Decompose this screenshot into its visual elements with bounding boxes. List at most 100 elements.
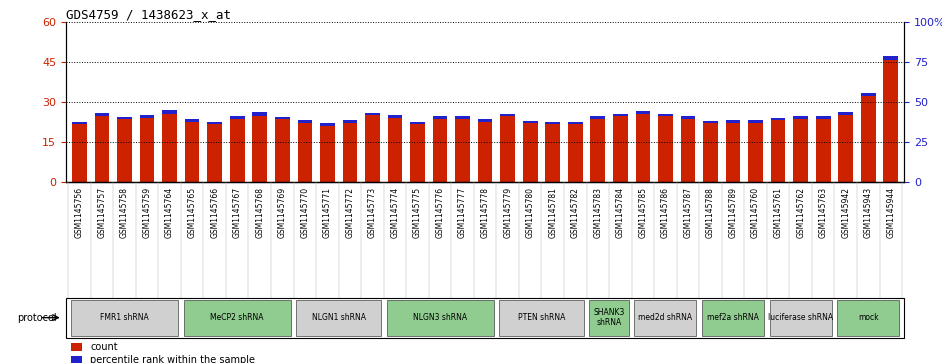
Bar bbox=[725, 123, 740, 182]
Bar bbox=[793, 119, 808, 182]
Bar bbox=[681, 116, 695, 119]
Bar bbox=[298, 123, 312, 182]
Bar bbox=[139, 118, 154, 182]
Bar bbox=[252, 112, 268, 116]
Bar bbox=[748, 123, 763, 182]
Text: GSM1145761: GSM1145761 bbox=[773, 187, 783, 238]
Bar bbox=[703, 121, 718, 123]
Bar bbox=[185, 119, 200, 122]
Text: med2d shRNA: med2d shRNA bbox=[639, 313, 692, 322]
FancyBboxPatch shape bbox=[770, 300, 832, 335]
Bar bbox=[298, 120, 312, 123]
Bar bbox=[207, 122, 222, 124]
Bar bbox=[320, 123, 334, 126]
Bar bbox=[658, 114, 673, 116]
Text: GSM1145759: GSM1145759 bbox=[142, 187, 152, 238]
Text: GSM1145772: GSM1145772 bbox=[346, 187, 354, 238]
Bar bbox=[275, 117, 289, 119]
Bar bbox=[185, 122, 200, 182]
Text: GSM1145788: GSM1145788 bbox=[706, 187, 715, 238]
Text: GSM1145784: GSM1145784 bbox=[616, 187, 625, 238]
FancyBboxPatch shape bbox=[635, 300, 696, 335]
Bar bbox=[861, 96, 875, 182]
Bar bbox=[73, 122, 87, 124]
Text: GSM1145756: GSM1145756 bbox=[75, 187, 84, 238]
Bar bbox=[884, 56, 898, 60]
Bar bbox=[410, 124, 425, 182]
Bar bbox=[613, 116, 627, 182]
Text: luciferase shRNA: luciferase shRNA bbox=[768, 313, 834, 322]
Bar bbox=[230, 116, 245, 119]
Text: SHANK3
shRNA: SHANK3 shRNA bbox=[593, 308, 625, 327]
Bar bbox=[207, 124, 222, 182]
Text: GSM1145776: GSM1145776 bbox=[435, 187, 445, 238]
Text: GSM1145764: GSM1145764 bbox=[165, 187, 174, 238]
Text: FMR1 shRNA: FMR1 shRNA bbox=[100, 313, 149, 322]
Text: GSM1145768: GSM1145768 bbox=[255, 187, 265, 238]
FancyBboxPatch shape bbox=[297, 300, 381, 335]
Text: GSM1145763: GSM1145763 bbox=[819, 187, 828, 238]
FancyBboxPatch shape bbox=[386, 300, 494, 335]
Bar bbox=[162, 110, 177, 114]
Text: GSM1145762: GSM1145762 bbox=[796, 187, 805, 238]
FancyBboxPatch shape bbox=[702, 300, 764, 335]
Bar bbox=[771, 118, 786, 120]
Legend: count, percentile rank within the sample: count, percentile rank within the sample bbox=[71, 342, 255, 363]
Text: mef2a shRNA: mef2a shRNA bbox=[707, 313, 759, 322]
Text: GSM1145769: GSM1145769 bbox=[278, 187, 286, 238]
Bar bbox=[838, 115, 853, 182]
Bar bbox=[500, 114, 515, 116]
Text: GDS4759 / 1438623_x_at: GDS4759 / 1438623_x_at bbox=[66, 8, 231, 21]
Bar bbox=[861, 93, 875, 96]
Bar bbox=[636, 114, 650, 182]
Text: GSM1145771: GSM1145771 bbox=[323, 187, 332, 238]
Text: GSM1145770: GSM1145770 bbox=[300, 187, 309, 238]
Text: mock: mock bbox=[858, 313, 879, 322]
Text: GSM1145774: GSM1145774 bbox=[391, 187, 399, 238]
Text: protocol: protocol bbox=[17, 313, 57, 323]
Bar bbox=[523, 123, 538, 182]
Bar bbox=[500, 116, 515, 182]
Bar bbox=[388, 118, 402, 182]
Text: GSM1145785: GSM1145785 bbox=[639, 187, 647, 238]
Bar bbox=[432, 119, 447, 182]
Text: GSM1145943: GSM1145943 bbox=[864, 187, 872, 238]
Bar bbox=[591, 116, 605, 119]
Bar bbox=[793, 116, 808, 119]
Bar bbox=[545, 122, 560, 124]
Text: GSM1145760: GSM1145760 bbox=[751, 187, 760, 238]
Bar bbox=[591, 119, 605, 182]
Bar bbox=[455, 119, 470, 182]
Text: GSM1145787: GSM1145787 bbox=[684, 187, 692, 238]
Bar bbox=[613, 114, 627, 116]
Bar bbox=[230, 119, 245, 182]
Text: GSM1145781: GSM1145781 bbox=[548, 187, 558, 238]
Bar bbox=[410, 122, 425, 124]
Text: PTEN shRNA: PTEN shRNA bbox=[518, 313, 565, 322]
Text: MeCP2 shRNA: MeCP2 shRNA bbox=[210, 313, 264, 322]
Text: GSM1145778: GSM1145778 bbox=[480, 187, 490, 238]
Bar bbox=[117, 119, 132, 182]
Bar bbox=[568, 122, 582, 124]
FancyBboxPatch shape bbox=[590, 300, 629, 335]
Bar bbox=[343, 120, 357, 123]
Bar bbox=[95, 113, 109, 116]
Bar bbox=[703, 123, 718, 182]
Bar bbox=[117, 117, 132, 119]
Bar bbox=[95, 116, 109, 182]
Bar bbox=[139, 115, 154, 118]
FancyBboxPatch shape bbox=[837, 300, 900, 335]
Bar bbox=[478, 119, 493, 122]
FancyBboxPatch shape bbox=[71, 300, 178, 335]
Bar bbox=[343, 123, 357, 182]
Bar bbox=[455, 116, 470, 119]
Bar bbox=[816, 119, 831, 182]
Text: GSM1145942: GSM1145942 bbox=[841, 187, 851, 238]
Text: GSM1145777: GSM1145777 bbox=[458, 187, 467, 238]
Bar bbox=[275, 119, 289, 182]
Bar bbox=[365, 113, 380, 115]
Bar bbox=[725, 120, 740, 123]
Text: GSM1145766: GSM1145766 bbox=[210, 187, 219, 238]
Bar bbox=[748, 120, 763, 123]
Bar bbox=[658, 116, 673, 182]
